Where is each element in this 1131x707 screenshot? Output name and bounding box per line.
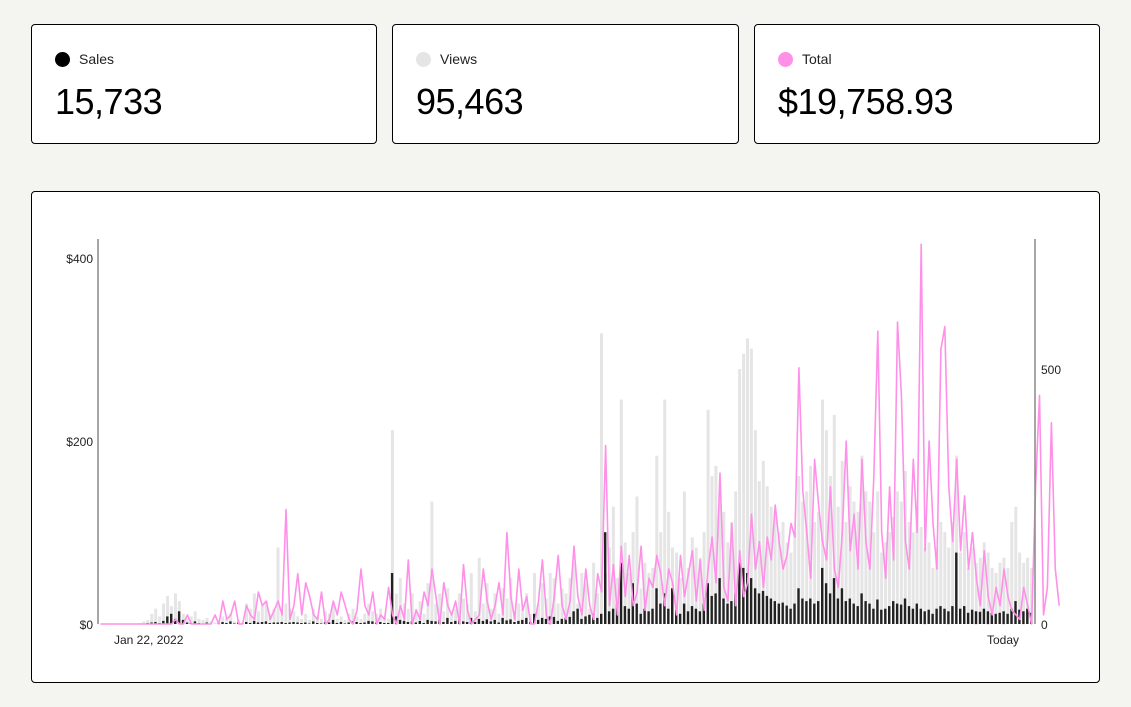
views-legend: Views xyxy=(416,51,477,67)
sales-label: Sales xyxy=(79,51,115,67)
chart-plot[interactable] xyxy=(32,192,1099,682)
sales-value: 15,733 xyxy=(55,81,163,122)
left-axis-tick-0: $0 xyxy=(79,618,93,632)
sales-card: Sales 15,733 xyxy=(31,24,377,144)
total-legend: Total xyxy=(778,51,832,67)
total-label: Total xyxy=(802,51,832,67)
views-bars xyxy=(138,333,1034,625)
total-line xyxy=(100,243,1060,625)
x-axis-label-start: Jan 22, 2022 xyxy=(114,633,184,647)
sales-legend: Sales xyxy=(55,51,114,67)
left-axis-tick-200: $200 xyxy=(66,435,93,449)
total-dot-icon xyxy=(778,51,793,67)
right-axis-tick-0: 0 xyxy=(1041,618,1048,632)
views-card: Views 95,463 xyxy=(392,24,739,144)
x-axis-label-end: Today xyxy=(987,633,1020,647)
sales-dot-icon xyxy=(55,51,70,67)
views-dot-icon xyxy=(416,51,431,67)
total-value: $19,758.93 xyxy=(778,81,954,122)
total-card: Total $19,758.93 xyxy=(754,24,1100,144)
chart-container[interactable]: $400 $200 $0 500 0 Jan 22, 2022 Today xyxy=(31,191,1100,683)
left-axis-tick-400: $400 xyxy=(66,252,93,266)
sales-bars xyxy=(142,532,1033,625)
views-label: Views xyxy=(440,51,478,67)
right-axis-tick-500: 500 xyxy=(1041,363,1062,377)
views-value: 95,463 xyxy=(416,81,524,122)
